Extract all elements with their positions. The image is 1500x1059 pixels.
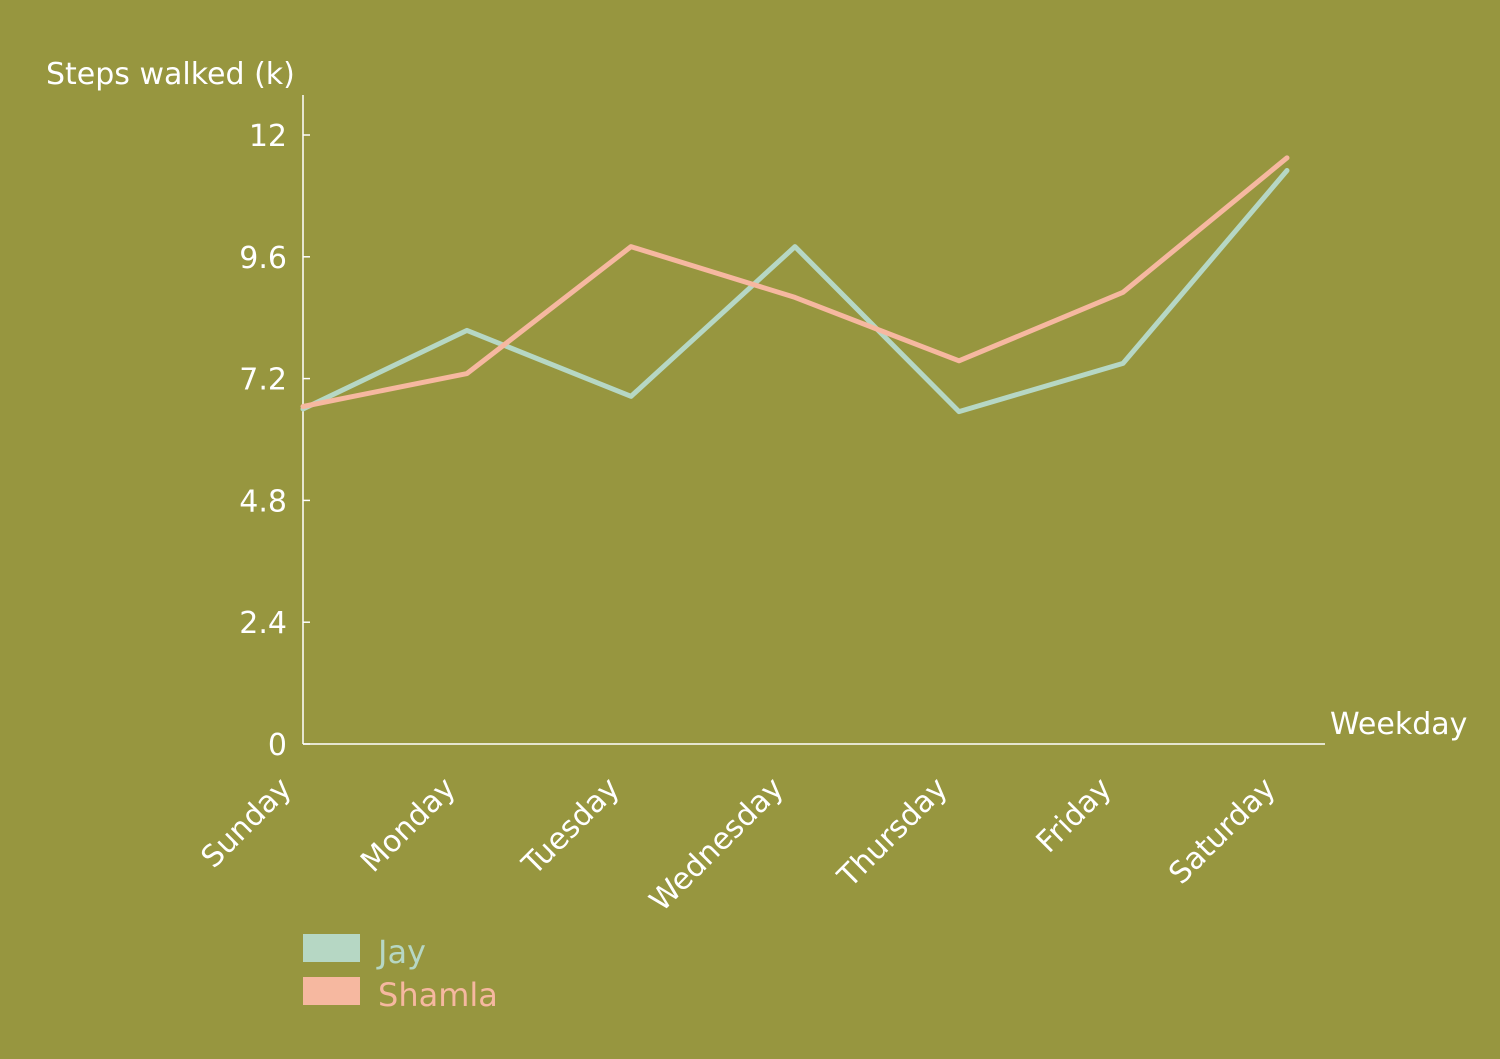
- legend-label-jay: Jay: [376, 933, 426, 971]
- series-line-shamla: [300, 155, 1290, 410]
- x-category-label: Monday: [354, 771, 462, 879]
- series-lines: [300, 155, 1290, 415]
- y-tick-label: 7.2: [239, 363, 287, 398]
- y-tick-label: 12: [249, 119, 287, 154]
- legend-swatch-shamla: [303, 977, 360, 1005]
- legend-swatch-jay: [303, 934, 360, 962]
- x-category-label: Thursday: [831, 771, 955, 895]
- x-category-label: Sunday: [195, 771, 299, 875]
- x-category-label: Wednesday: [643, 771, 791, 919]
- x-axis-title: Weekday: [1330, 707, 1467, 742]
- y-tick-label: 2.4: [239, 606, 287, 641]
- x-category-label: Tuesday: [515, 771, 627, 883]
- y-axis-ticks: 0 2.4 4.8 7.2 9.6 12: [239, 119, 310, 763]
- legend-label-shamla: Shamla: [378, 976, 498, 1014]
- legend: Jay Shamla: [303, 933, 498, 1014]
- y-tick-label: 4.8: [239, 484, 287, 519]
- y-axis-title: Steps walked (k): [46, 57, 295, 92]
- series-line-jay: [300, 168, 1290, 415]
- x-axis-category-labels: Sunday Monday Tuesday Wednesday Thursday Frid…: [195, 771, 1283, 919]
- y-tick-label: 9.6: [239, 241, 287, 276]
- x-category-label: Saturday: [1162, 771, 1282, 891]
- x-category-label: Friday: [1030, 771, 1119, 860]
- y-tick-label: 0: [268, 728, 287, 763]
